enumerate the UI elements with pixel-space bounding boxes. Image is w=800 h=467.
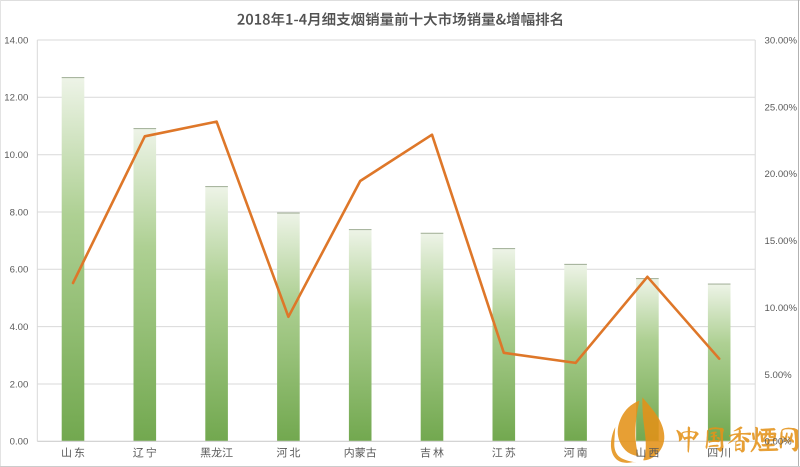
svg-text:10.00%: 10.00% bbox=[765, 303, 798, 314]
svg-text:15.00%: 15.00% bbox=[765, 236, 798, 247]
svg-text:6.00: 6.00 bbox=[10, 265, 29, 276]
svg-text:8.00: 8.00 bbox=[10, 207, 29, 218]
svg-text:12.00: 12.00 bbox=[4, 93, 28, 104]
svg-text:30.00%: 30.00% bbox=[765, 35, 798, 46]
svg-text:14.00: 14.00 bbox=[4, 35, 28, 46]
svg-text:4.00: 4.00 bbox=[10, 322, 29, 333]
svg-text:0.00%: 0.00% bbox=[765, 437, 793, 448]
svg-text:5.00%: 5.00% bbox=[765, 370, 793, 381]
svg-text:20.00%: 20.00% bbox=[765, 169, 798, 180]
svg-text:0.00: 0.00 bbox=[10, 437, 29, 448]
svg-text:2.00: 2.00 bbox=[10, 379, 29, 390]
svg-text:10.00: 10.00 bbox=[4, 150, 28, 161]
svg-text:25.00%: 25.00% bbox=[765, 102, 798, 113]
